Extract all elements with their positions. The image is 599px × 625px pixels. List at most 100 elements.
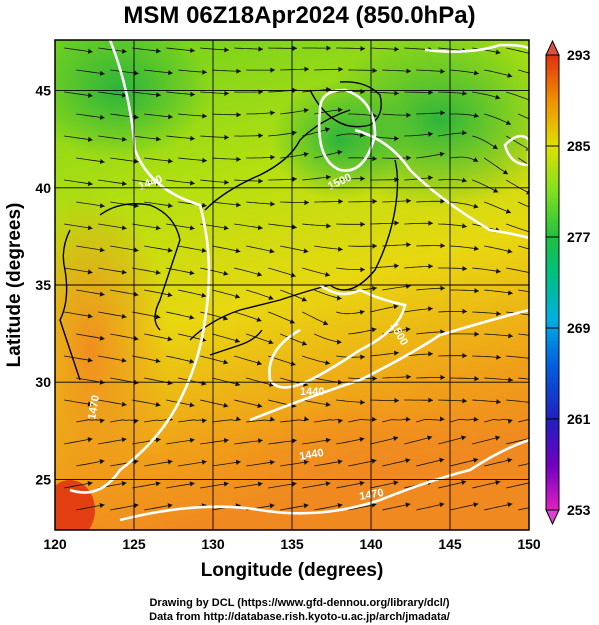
streamline [336,178,365,181]
streamline-arrowhead [268,339,274,345]
streamline [234,267,263,276]
streamline-arrowhead [394,90,399,96]
footer-credit-drawing: Drawing by DCL (https://www.gfd-dennou.o… [149,597,450,609]
streamline [484,377,513,381]
streamline [64,223,93,229]
streamline [280,153,309,159]
streamline [438,311,468,313]
streamline-arrowhead [462,308,467,314]
streamline [506,47,529,54]
streamline [144,289,173,296]
streamline-arrowhead [428,263,433,269]
streamline-arrowhead [325,401,331,407]
streamline [166,482,195,489]
streamline-arrowhead [428,89,433,95]
streamline-arrowhead [539,122,544,127]
streamline-arrowhead [234,338,240,343]
streamline-arrowhead [292,224,297,230]
streamline-arrowhead [462,266,467,272]
streamline-arrowhead [439,502,445,508]
streamline [132,135,161,140]
streamline [200,179,229,183]
streamline [370,265,399,269]
streamline-arrowhead [325,127,330,133]
streamline-arrowhead [235,416,241,422]
streamline-arrowhead [292,45,297,51]
streamline-arrowhead [236,156,241,162]
streamline [246,333,274,344]
streamline [382,244,411,247]
streamline-arrowhead [99,459,105,465]
streamline [382,157,412,159]
streamline [506,135,529,150]
streamline-arrowhead [360,221,365,227]
streamline [246,156,276,159]
streamline-arrowhead [530,270,535,275]
streamline [76,201,105,207]
streamline-arrowhead [269,381,274,387]
streamline [472,436,501,445]
streamline [212,461,241,467]
streamline-arrowhead [337,149,343,155]
streamline-arrowhead [439,457,445,463]
streamline [348,503,377,511]
streamline-arrowhead [167,202,173,209]
streamline [144,113,173,118]
streamline-arrowhead [394,350,399,356]
streamline-arrowhead [372,376,377,382]
streamline-arrowhead [234,293,240,299]
streamline-arrowhead [325,271,330,277]
streamline [234,135,264,137]
streamline [450,245,479,250]
streamline [280,504,309,511]
streamline [416,69,445,72]
streamline [76,69,105,75]
streamline-arrowhead [99,158,105,164]
streamline-arrowhead [87,92,93,98]
streamline-arrowhead [439,416,445,422]
streamline [144,245,173,252]
streamline [280,245,309,253]
streamline-arrowhead [235,248,241,254]
streamline-arrowhead [440,329,445,335]
y-tick-label: 25 [35,471,51,487]
streamline-arrowhead [133,459,139,465]
streamline [348,200,378,203]
streamline [438,178,467,182]
streamline-arrowhead [325,437,331,443]
streamline-arrowhead [462,223,467,229]
streamline-arrowhead [359,436,365,442]
x-tick-label: 140 [359,536,383,552]
streamline [64,267,93,273]
y-tick-labels: 25 30 35 40 45 [35,83,51,488]
streamline [200,355,229,364]
streamline [302,128,331,137]
streamline-arrowhead [303,248,309,254]
streamline [484,503,513,511]
streamline-arrowhead [190,180,195,186]
streamline [314,460,343,467]
streamline-arrowhead [201,459,207,465]
streamline [382,418,411,423]
streamline [484,289,513,294]
contour-label: 1440 [300,386,324,398]
streamline [450,289,480,292]
streamline-arrowhead [394,397,399,404]
streamline-arrowhead [155,401,161,407]
streamline [484,69,513,77]
streamline-arrowhead [201,418,207,424]
streamline [280,109,309,115]
streamline [132,355,161,362]
streamline [212,289,241,298]
streamline-arrowhead [168,70,173,76]
streamline-arrowhead [372,156,377,162]
streamline [132,47,161,52]
streamline-arrowhead [167,292,173,298]
x-axis-label: Longitude (degrees) [201,560,384,581]
streamline-arrowhead [372,198,377,204]
streamline-arrowhead [406,112,411,118]
contour-label: 1470 [358,487,384,503]
streamline [382,503,411,511]
streamline-arrowhead [133,418,139,424]
streamline-arrowhead [224,179,229,185]
